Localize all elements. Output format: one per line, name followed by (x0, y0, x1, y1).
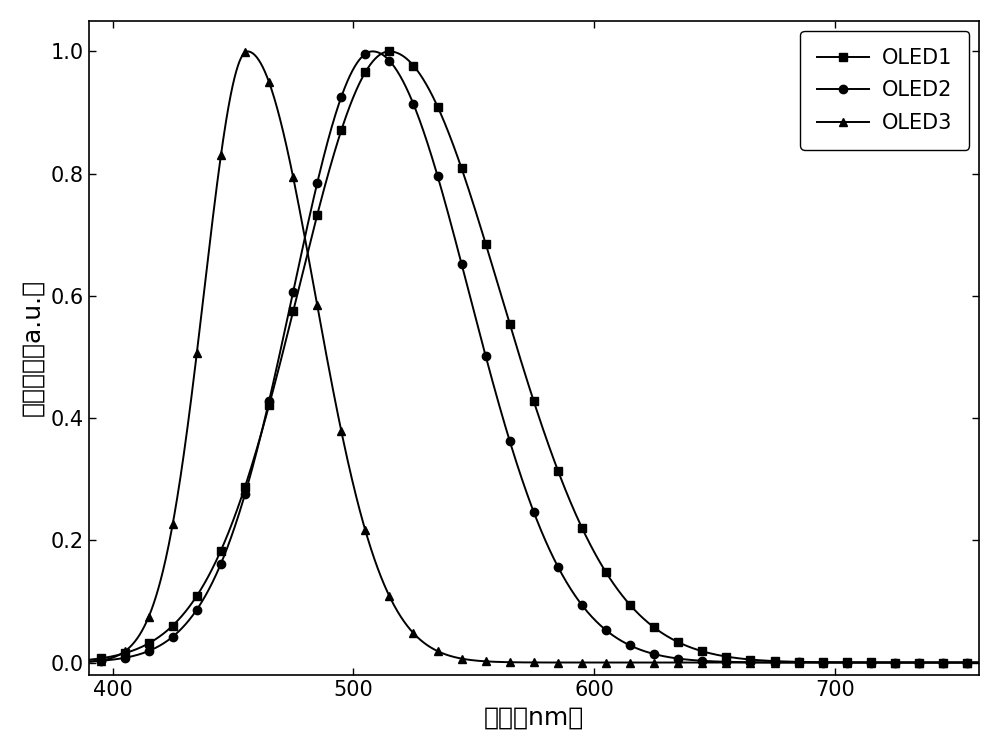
Y-axis label: 发光强度（a.u.）: 发光强度（a.u.） (21, 279, 45, 416)
X-axis label: 波长（nm）: 波长（nm） (484, 705, 584, 729)
Legend: OLED1, OLED2, OLED3: OLED1, OLED2, OLED3 (800, 32, 969, 149)
